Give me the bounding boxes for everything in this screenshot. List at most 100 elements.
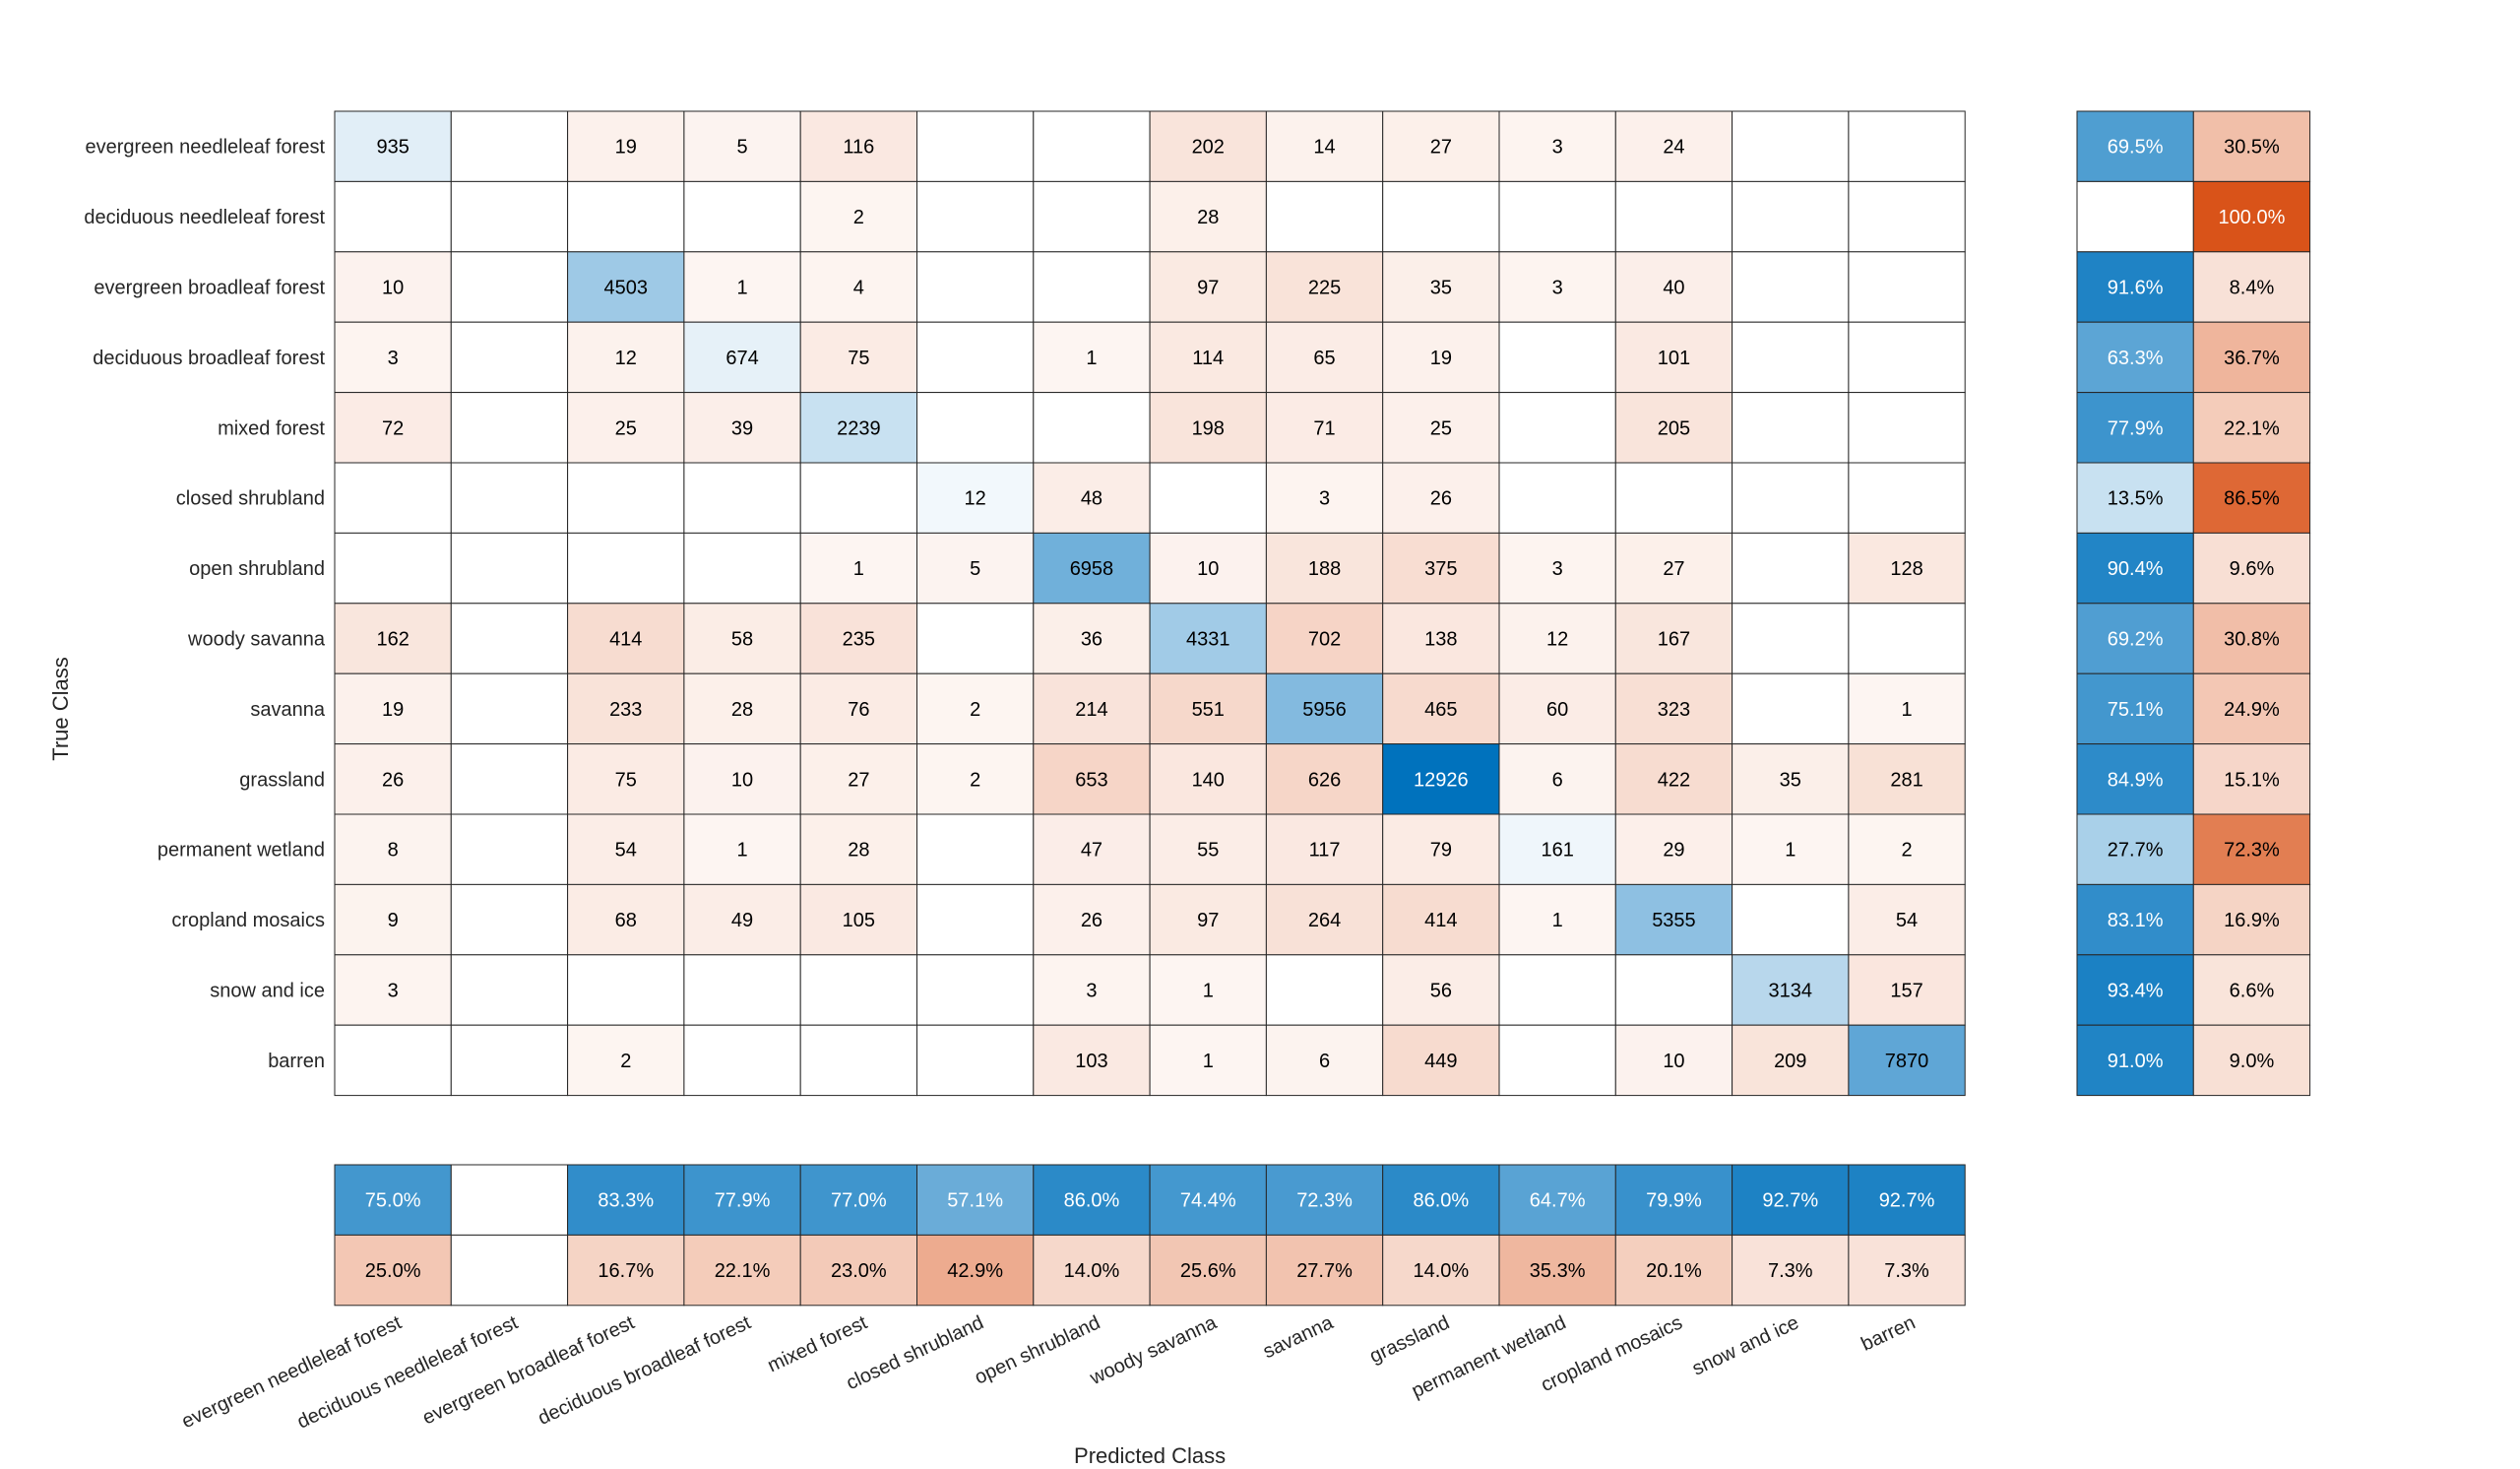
matrix-cell xyxy=(1498,743,1616,815)
matrix-cell-label: 161 xyxy=(1541,840,1573,862)
row-summary-incorrect xyxy=(2192,462,2311,534)
matrix-cell xyxy=(1732,672,1850,745)
matrix-cell-label: 1 xyxy=(853,558,864,580)
matrix-cell-label: 1 xyxy=(736,840,747,862)
matrix-cell-label: 6 xyxy=(1552,769,1563,791)
matrix-cell-label: 12926 xyxy=(1414,769,1469,791)
matrix-cell-label: 28 xyxy=(731,699,753,721)
row-summary-incorrect-label: 8.4% xyxy=(2230,278,2275,299)
column-summary-correct xyxy=(567,1164,685,1236)
column-summary-incorrect-label: 27.7% xyxy=(1296,1260,1353,1282)
row-summary-correct-label: 69.5% xyxy=(2108,137,2164,159)
matrix-cell-label: 140 xyxy=(1192,769,1225,791)
matrix-cell-label: 4 xyxy=(853,278,864,299)
matrix-cell xyxy=(567,883,685,956)
matrix-cell xyxy=(567,251,685,323)
matrix-cell xyxy=(1265,462,1384,534)
matrix-cell-label: 71 xyxy=(1313,417,1335,439)
row-summary-incorrect-label: 100.0% xyxy=(2219,207,2286,228)
matrix-cell xyxy=(1498,462,1616,534)
matrix-cell xyxy=(799,532,918,605)
matrix-cell-label: 157 xyxy=(1890,981,1922,1002)
matrix-cell xyxy=(1033,110,1151,182)
matrix-cell-label: 214 xyxy=(1075,699,1107,721)
matrix-cell-label: 3 xyxy=(1552,137,1563,159)
matrix-cell-label: 4503 xyxy=(604,278,649,299)
column-summary-incorrect xyxy=(1382,1234,1500,1307)
x-axis-label: Predicted Class xyxy=(1074,1443,1226,1468)
matrix-cell xyxy=(916,603,1035,674)
matrix-cell-label: 117 xyxy=(1309,840,1341,862)
matrix-cell xyxy=(1149,813,1267,885)
column-summary-incorrect-label: 25.0% xyxy=(365,1260,421,1282)
matrix-cell xyxy=(1848,180,1966,253)
row-summary-incorrect-label: 36.7% xyxy=(2224,348,2280,369)
matrix-cell xyxy=(334,251,452,323)
column-summary-correct-label: 92.7% xyxy=(1879,1190,1935,1212)
matrix-cell-label: 205 xyxy=(1658,417,1690,439)
matrix-cell xyxy=(1033,462,1151,534)
column-summary-incorrect-label: 14.0% xyxy=(1064,1260,1120,1282)
column-summary-incorrect xyxy=(683,1234,801,1307)
column-summary-incorrect-label: 23.0% xyxy=(831,1260,887,1282)
matrix-cell-label: 5355 xyxy=(1652,910,1696,931)
matrix-cell-label: 56 xyxy=(1430,981,1452,1002)
row-summary-incorrect-label: 16.9% xyxy=(2224,910,2280,931)
matrix-cell xyxy=(567,462,685,534)
matrix-cell xyxy=(683,532,801,605)
column-summary-incorrect-label: 14.0% xyxy=(1413,1260,1469,1282)
matrix-cell xyxy=(1848,743,1966,815)
matrix-cell-label: 1 xyxy=(1086,348,1097,369)
matrix-cell xyxy=(683,743,801,815)
matrix-cell xyxy=(450,321,569,394)
matrix-cell-label: 2 xyxy=(620,1051,631,1072)
matrix-cell xyxy=(1033,321,1151,394)
matrix-cell xyxy=(450,954,569,1026)
matrix-cell xyxy=(799,180,918,253)
matrix-cell xyxy=(1732,603,1850,674)
row-summary-correct-label: 63.3% xyxy=(2108,348,2164,369)
matrix-cell xyxy=(1732,321,1850,394)
row-summary-correct xyxy=(2076,672,2194,745)
matrix-cell-label: 36 xyxy=(1081,629,1102,651)
matrix-cell xyxy=(1149,462,1267,534)
matrix-cell xyxy=(1498,883,1616,956)
matrix-cell-label: 10 xyxy=(1663,1051,1684,1072)
matrix-cell-label: 551 xyxy=(1192,699,1225,721)
row-summary-incorrect xyxy=(2192,813,2311,885)
matrix-cell-label: 116 xyxy=(843,137,874,159)
row-summary-correct-label: 27.7% xyxy=(2108,840,2164,862)
matrix-cell xyxy=(450,883,569,956)
matrix-cell-label: 702 xyxy=(1308,629,1341,651)
matrix-cell xyxy=(683,321,801,394)
matrix-cell xyxy=(1498,110,1616,182)
row-summary-correct xyxy=(2076,813,2194,885)
column-summary-incorrect-label: 25.6% xyxy=(1180,1260,1236,1282)
row-summary-incorrect-label: 30.8% xyxy=(2224,629,2280,651)
matrix-cell-label: 128 xyxy=(1890,558,1922,580)
matrix-cell xyxy=(1848,251,1966,323)
matrix-cell-label: 10 xyxy=(1197,558,1219,580)
y-tick-label: mixed forest xyxy=(218,417,325,439)
matrix-cell xyxy=(1614,883,1733,956)
matrix-cell xyxy=(1848,672,1966,745)
matrix-cell-label: 68 xyxy=(615,910,637,931)
matrix-cell-label: 26 xyxy=(382,769,404,791)
column-summary-correct xyxy=(1732,1164,1850,1236)
matrix-cell-label: 28 xyxy=(848,840,869,862)
matrix-cell-label: 233 xyxy=(609,699,642,721)
matrix-cell xyxy=(567,532,685,605)
matrix-cell-label: 12 xyxy=(965,488,986,510)
matrix-cell xyxy=(916,954,1035,1026)
row-summary-correct-label: 93.4% xyxy=(2108,981,2164,1002)
matrix-cell-label: 54 xyxy=(615,840,637,862)
matrix-cell xyxy=(334,743,452,815)
matrix-cell xyxy=(450,110,569,182)
matrix-cell-label: 167 xyxy=(1658,629,1690,651)
matrix-cell xyxy=(799,110,918,182)
matrix-cell xyxy=(1149,251,1267,323)
matrix-cell xyxy=(450,532,569,605)
column-summary-correct-label: 79.9% xyxy=(1646,1190,1702,1212)
matrix-cell-label: 47 xyxy=(1081,840,1102,862)
